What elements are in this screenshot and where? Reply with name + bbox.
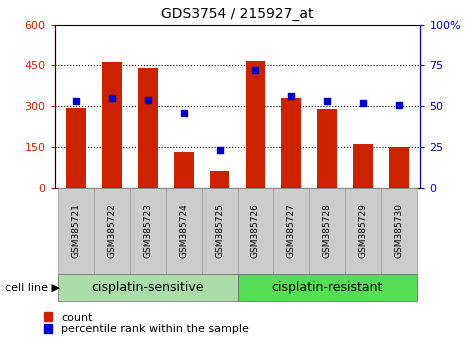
Text: GSM385730: GSM385730 [394, 204, 403, 258]
Point [108, 95, 116, 101]
Bar [246, 61, 266, 188]
Point [180, 110, 188, 115]
Text: GSM385725: GSM385725 [215, 204, 224, 258]
Text: GSM385727: GSM385727 [287, 204, 296, 258]
Text: GSM385723: GSM385723 [143, 204, 152, 258]
Point [144, 97, 152, 103]
Title: GDS3754 / 215927_at: GDS3754 / 215927_at [161, 7, 314, 21]
Bar [389, 148, 408, 188]
Bar [353, 144, 373, 188]
Text: GSM385729: GSM385729 [359, 204, 368, 258]
Bar [281, 98, 301, 188]
Text: GSM385724: GSM385724 [179, 204, 188, 258]
Bar [102, 62, 122, 188]
Text: cisplatin-sensitive: cisplatin-sensitive [92, 281, 204, 294]
Text: GSM385722: GSM385722 [107, 204, 116, 258]
Bar [174, 152, 194, 188]
Text: cell line ▶: cell line ▶ [5, 282, 60, 293]
Bar [138, 68, 158, 188]
Point [287, 93, 295, 99]
Text: cisplatin-resistant: cisplatin-resistant [271, 281, 383, 294]
Point [359, 100, 367, 106]
Text: GSM385728: GSM385728 [323, 204, 332, 258]
Text: GSM385726: GSM385726 [251, 204, 260, 258]
Text: GSM385721: GSM385721 [72, 204, 81, 258]
Point [323, 98, 331, 104]
Point [395, 102, 403, 107]
Point [72, 98, 80, 104]
Bar [317, 109, 337, 188]
Bar [209, 171, 229, 188]
Point [252, 68, 259, 73]
Legend: count, percentile rank within the sample: count, percentile rank within the sample [44, 312, 249, 334]
Point [216, 147, 223, 153]
Bar [66, 108, 86, 188]
